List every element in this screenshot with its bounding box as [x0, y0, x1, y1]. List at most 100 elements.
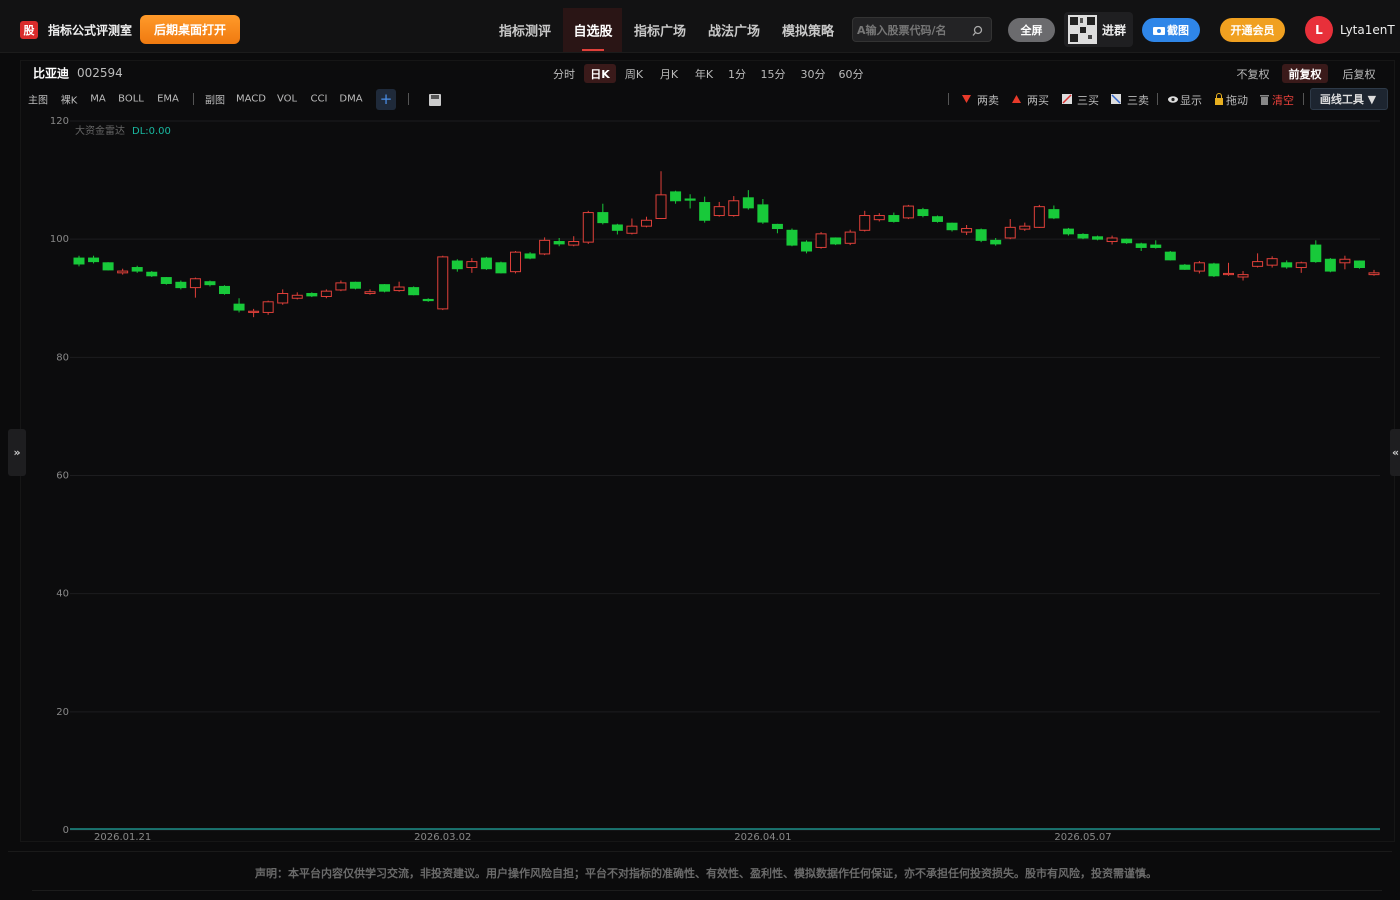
draw-tools-bg [1310, 88, 1388, 110]
candle-body [873, 215, 885, 221]
adjust-tab[interactable]: 不复权 [1236, 68, 1270, 81]
screenshot-button[interactable]: 截图 [1142, 18, 1200, 42]
candle-body [1266, 258, 1278, 266]
candle-body [510, 251, 522, 273]
signal-tool[interactable]: 两买 [1027, 94, 1049, 107]
main-indicator[interactable]: 裸K [60, 95, 78, 107]
footer-line [32, 890, 1382, 891]
fullscreen-button[interactable]: 全屏 [1008, 18, 1055, 42]
main-indicator[interactable]: MA [90, 93, 106, 105]
candle-body [553, 241, 565, 245]
logo: 股 [20, 21, 38, 39]
footer-sep [8, 851, 1392, 852]
candle-body [495, 262, 507, 274]
period-tab[interactable]: 60分 [838, 68, 864, 81]
right-toggle[interactable]: « [1390, 429, 1400, 476]
adjust-tab[interactable]: 后复权 [1342, 68, 1376, 81]
adjust-tab[interactable]: 前复权 [1288, 68, 1322, 81]
sub-indicator[interactable]: CCI [310, 93, 328, 105]
candle-body [233, 303, 245, 311]
y-tick-label: 40 [56, 589, 69, 600]
show-tool[interactable]: 显示 [1180, 94, 1202, 107]
screenshot-label: 截图 [1167, 24, 1189, 37]
candle-body [437, 256, 449, 310]
period-tab[interactable]: 30分 [800, 68, 826, 81]
sub-label: 副图 [205, 95, 225, 107]
period-tab[interactable]: 年K [694, 68, 714, 81]
candle-body [248, 310, 260, 313]
username[interactable]: Lyta1enT [1340, 23, 1395, 37]
join-group[interactable]: 进群 [1102, 23, 1127, 38]
candle-body [1237, 274, 1249, 278]
candle-body [1193, 262, 1205, 272]
nav-active-underline [582, 49, 604, 51]
stock-name: 比亚迪 [33, 66, 70, 81]
candle-body [990, 239, 1002, 245]
signal-tool[interactable]: 三买 [1077, 94, 1099, 107]
period-tab[interactable]: 15分 [760, 68, 786, 81]
candle-body [451, 260, 463, 270]
grid [70, 120, 1380, 831]
candle-body [277, 293, 289, 304]
candle-body [902, 205, 914, 219]
x-axis-labels: 2026.01.21 2026.03.02 2026.04.01 2026.05.07 [94, 832, 1112, 840]
draw-tools[interactable]: 画线工具 ▼ [1319, 93, 1377, 106]
candle-body [742, 197, 754, 209]
candle-body [480, 257, 492, 270]
candle-body [888, 215, 900, 222]
nav-active-bg [563, 8, 622, 52]
candle-body [262, 301, 274, 313]
main-indicator[interactable]: BOLL [118, 93, 144, 105]
main-indicator[interactable]: EMA [157, 93, 179, 105]
candle-body [844, 231, 856, 244]
membership-button[interactable]: 开通会员 [1220, 18, 1285, 42]
candle-body [771, 223, 783, 230]
nav-item[interactable]: 指标测评 [498, 24, 552, 40]
clear-tool[interactable]: 清空 [1272, 94, 1294, 107]
candle-body [1150, 244, 1162, 248]
adjust-active-bg [1282, 64, 1328, 83]
sub-indicator[interactable]: DMA [339, 93, 363, 105]
signal-tool[interactable]: 三卖 [1127, 94, 1149, 107]
period-tab[interactable]: 周K [624, 68, 644, 81]
nav-item[interactable]: 自选股 [573, 24, 613, 40]
avatar[interactable]: L [1305, 16, 1333, 44]
search-box[interactable] [852, 17, 992, 42]
search-icon[interactable] [972, 25, 984, 37]
candle-body [1033, 206, 1045, 228]
candle-body [117, 270, 129, 274]
candle-body [146, 271, 158, 277]
candle-body [379, 284, 391, 292]
nav-item[interactable]: 指标广场 [633, 24, 687, 40]
period-tab[interactable]: 月K [659, 68, 679, 81]
candle-body [524, 253, 536, 259]
period-tab[interactable]: 分时 [553, 68, 575, 81]
candle-body [1339, 258, 1351, 264]
save-icon[interactable] [429, 94, 441, 106]
disclaimer: 声明：本平台内容仅供学习交流，非投资建议。用户操作风险自担；平台不对指标的准确性… [255, 867, 1157, 880]
sub-indicator[interactable]: VOL [276, 93, 298, 105]
y-tick-label: 80 [56, 352, 69, 363]
period-tab[interactable]: 日K [590, 68, 610, 81]
add-indicator-bg [376, 89, 396, 110]
candle-body [699, 202, 711, 221]
candle-body [757, 204, 769, 223]
add-indicator[interactable]: + [379, 90, 393, 108]
candle-body [1062, 228, 1074, 235]
candle-body [335, 282, 347, 291]
candle-body [1281, 262, 1293, 268]
separator [193, 93, 194, 105]
candle-body [539, 239, 551, 255]
candle-body [728, 200, 740, 217]
period-tab[interactable]: 1分 [728, 68, 746, 81]
candle-body [320, 290, 332, 297]
drag-tool[interactable]: 拖动 [1226, 94, 1248, 107]
nav-item[interactable]: 战法广场 [707, 24, 761, 40]
desktop-button[interactable]: 后期桌面打开 [140, 15, 240, 44]
signal-tool[interactable]: 两卖 [977, 94, 999, 107]
sub-indicator[interactable]: MACD [236, 93, 266, 105]
left-toggle[interactable]: » [8, 429, 26, 476]
candle-body [1092, 236, 1104, 240]
nav-item[interactable]: 模拟策略 [781, 24, 835, 40]
